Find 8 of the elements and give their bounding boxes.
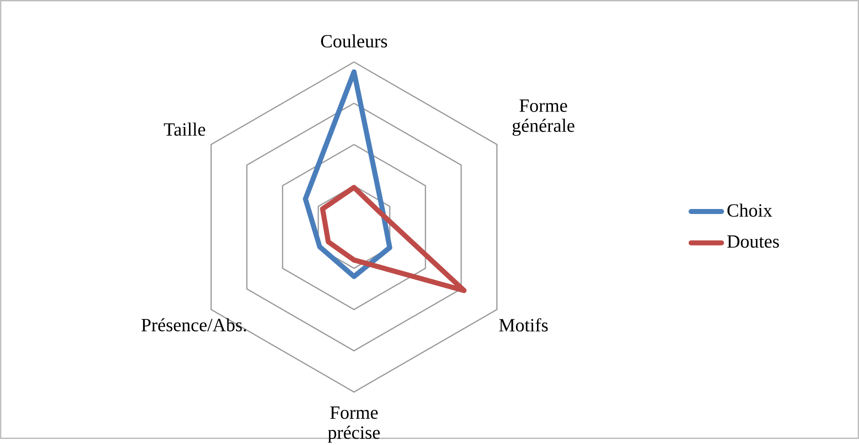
spoke-label: Couleurs bbox=[321, 34, 388, 48]
legend-label: Doutes bbox=[727, 235, 779, 248]
spoke-label: Forme précise bbox=[328, 406, 380, 443]
spoke-label: Motifs bbox=[499, 318, 548, 332]
spoke-label: Forme générale bbox=[512, 99, 574, 136]
legend-label: Choix bbox=[727, 203, 772, 217]
spoke-label: Présence/Abs. bbox=[141, 318, 246, 332]
spoke-label: Taille bbox=[164, 122, 206, 136]
